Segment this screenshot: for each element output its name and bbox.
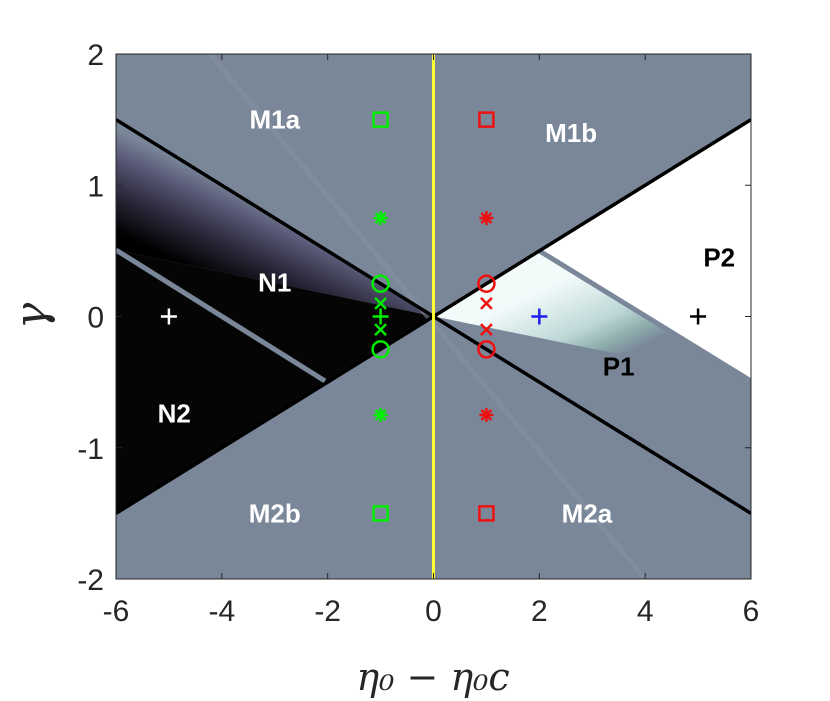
marker-plus: [690, 308, 707, 325]
x-tick-label: -2: [314, 595, 341, 628]
marker-x: [480, 296, 493, 310]
region-label-m1a: M1a: [249, 105, 300, 135]
axes: -6 -4 -2 0 2 4 6 -2 -1 0 1 2: [77, 39, 759, 628]
marker-plus: [372, 308, 389, 325]
marker-asterisk: [479, 407, 494, 422]
x-axis-ticks: -6 -4 -2 0 2 4 6: [103, 54, 760, 628]
p-region-divider: [536, 247, 751, 384]
y-axis-label: γ: [6, 302, 57, 329]
x-tick-label: 6: [743, 595, 760, 628]
marker-asterisk: [479, 211, 494, 226]
region-label-m2a: M2a: [562, 498, 613, 528]
marker-x: [374, 323, 387, 337]
plot-area: M1a M1b N1 N2 M2b M2a P2 P1: [116, 54, 751, 579]
x-axis-label: η₀ − η₀c: [356, 655, 509, 699]
region-label-n2: N2: [158, 399, 191, 429]
marker-circle: [371, 274, 390, 293]
marker-square: [478, 111, 495, 128]
marker-circle: [371, 340, 390, 359]
y-tick-label: 2: [87, 39, 104, 72]
marker-asterisk: [373, 407, 388, 422]
region-n2-fill: [116, 250, 432, 513]
marker-square: [372, 111, 389, 128]
y-tick-label: 0: [87, 302, 104, 335]
x-tick-label: 0: [425, 595, 442, 628]
data-markers: [160, 111, 707, 522]
region-label-m1b: M1b: [545, 118, 597, 148]
marker-x: [480, 323, 493, 337]
y-tick-label: -2: [77, 564, 104, 597]
boundary-lines: [116, 54, 751, 579]
region-labels: M1a M1b N1 N2 M2b M2a P2 P1: [158, 105, 736, 529]
x-tick-label: -6: [103, 595, 130, 628]
y-axis-ticks: -2 -1 0 1 2: [77, 39, 751, 597]
n-region-divider: [116, 247, 327, 384]
region-label-m2b: M2b: [249, 498, 301, 528]
region-label-p2: P2: [703, 242, 735, 272]
marker-plus: [531, 308, 548, 325]
region-label-n1: N1: [258, 267, 291, 297]
x-tick-label: -4: [208, 595, 235, 628]
marker-square: [372, 505, 389, 522]
marker-square: [478, 505, 495, 522]
marker-circle: [477, 274, 496, 293]
y-tick-label: 1: [87, 170, 104, 203]
y-tick-label: -1: [77, 433, 104, 466]
x-tick-label: 2: [531, 595, 548, 628]
marker-x: [374, 296, 387, 310]
region-label-p1: P1: [603, 351, 635, 381]
marker-plus: [160, 308, 177, 325]
marker-asterisk: [373, 211, 388, 226]
faint-diagonal: [208, 54, 647, 579]
x-tick-label: 4: [637, 595, 654, 628]
marker-circle: [477, 340, 496, 359]
